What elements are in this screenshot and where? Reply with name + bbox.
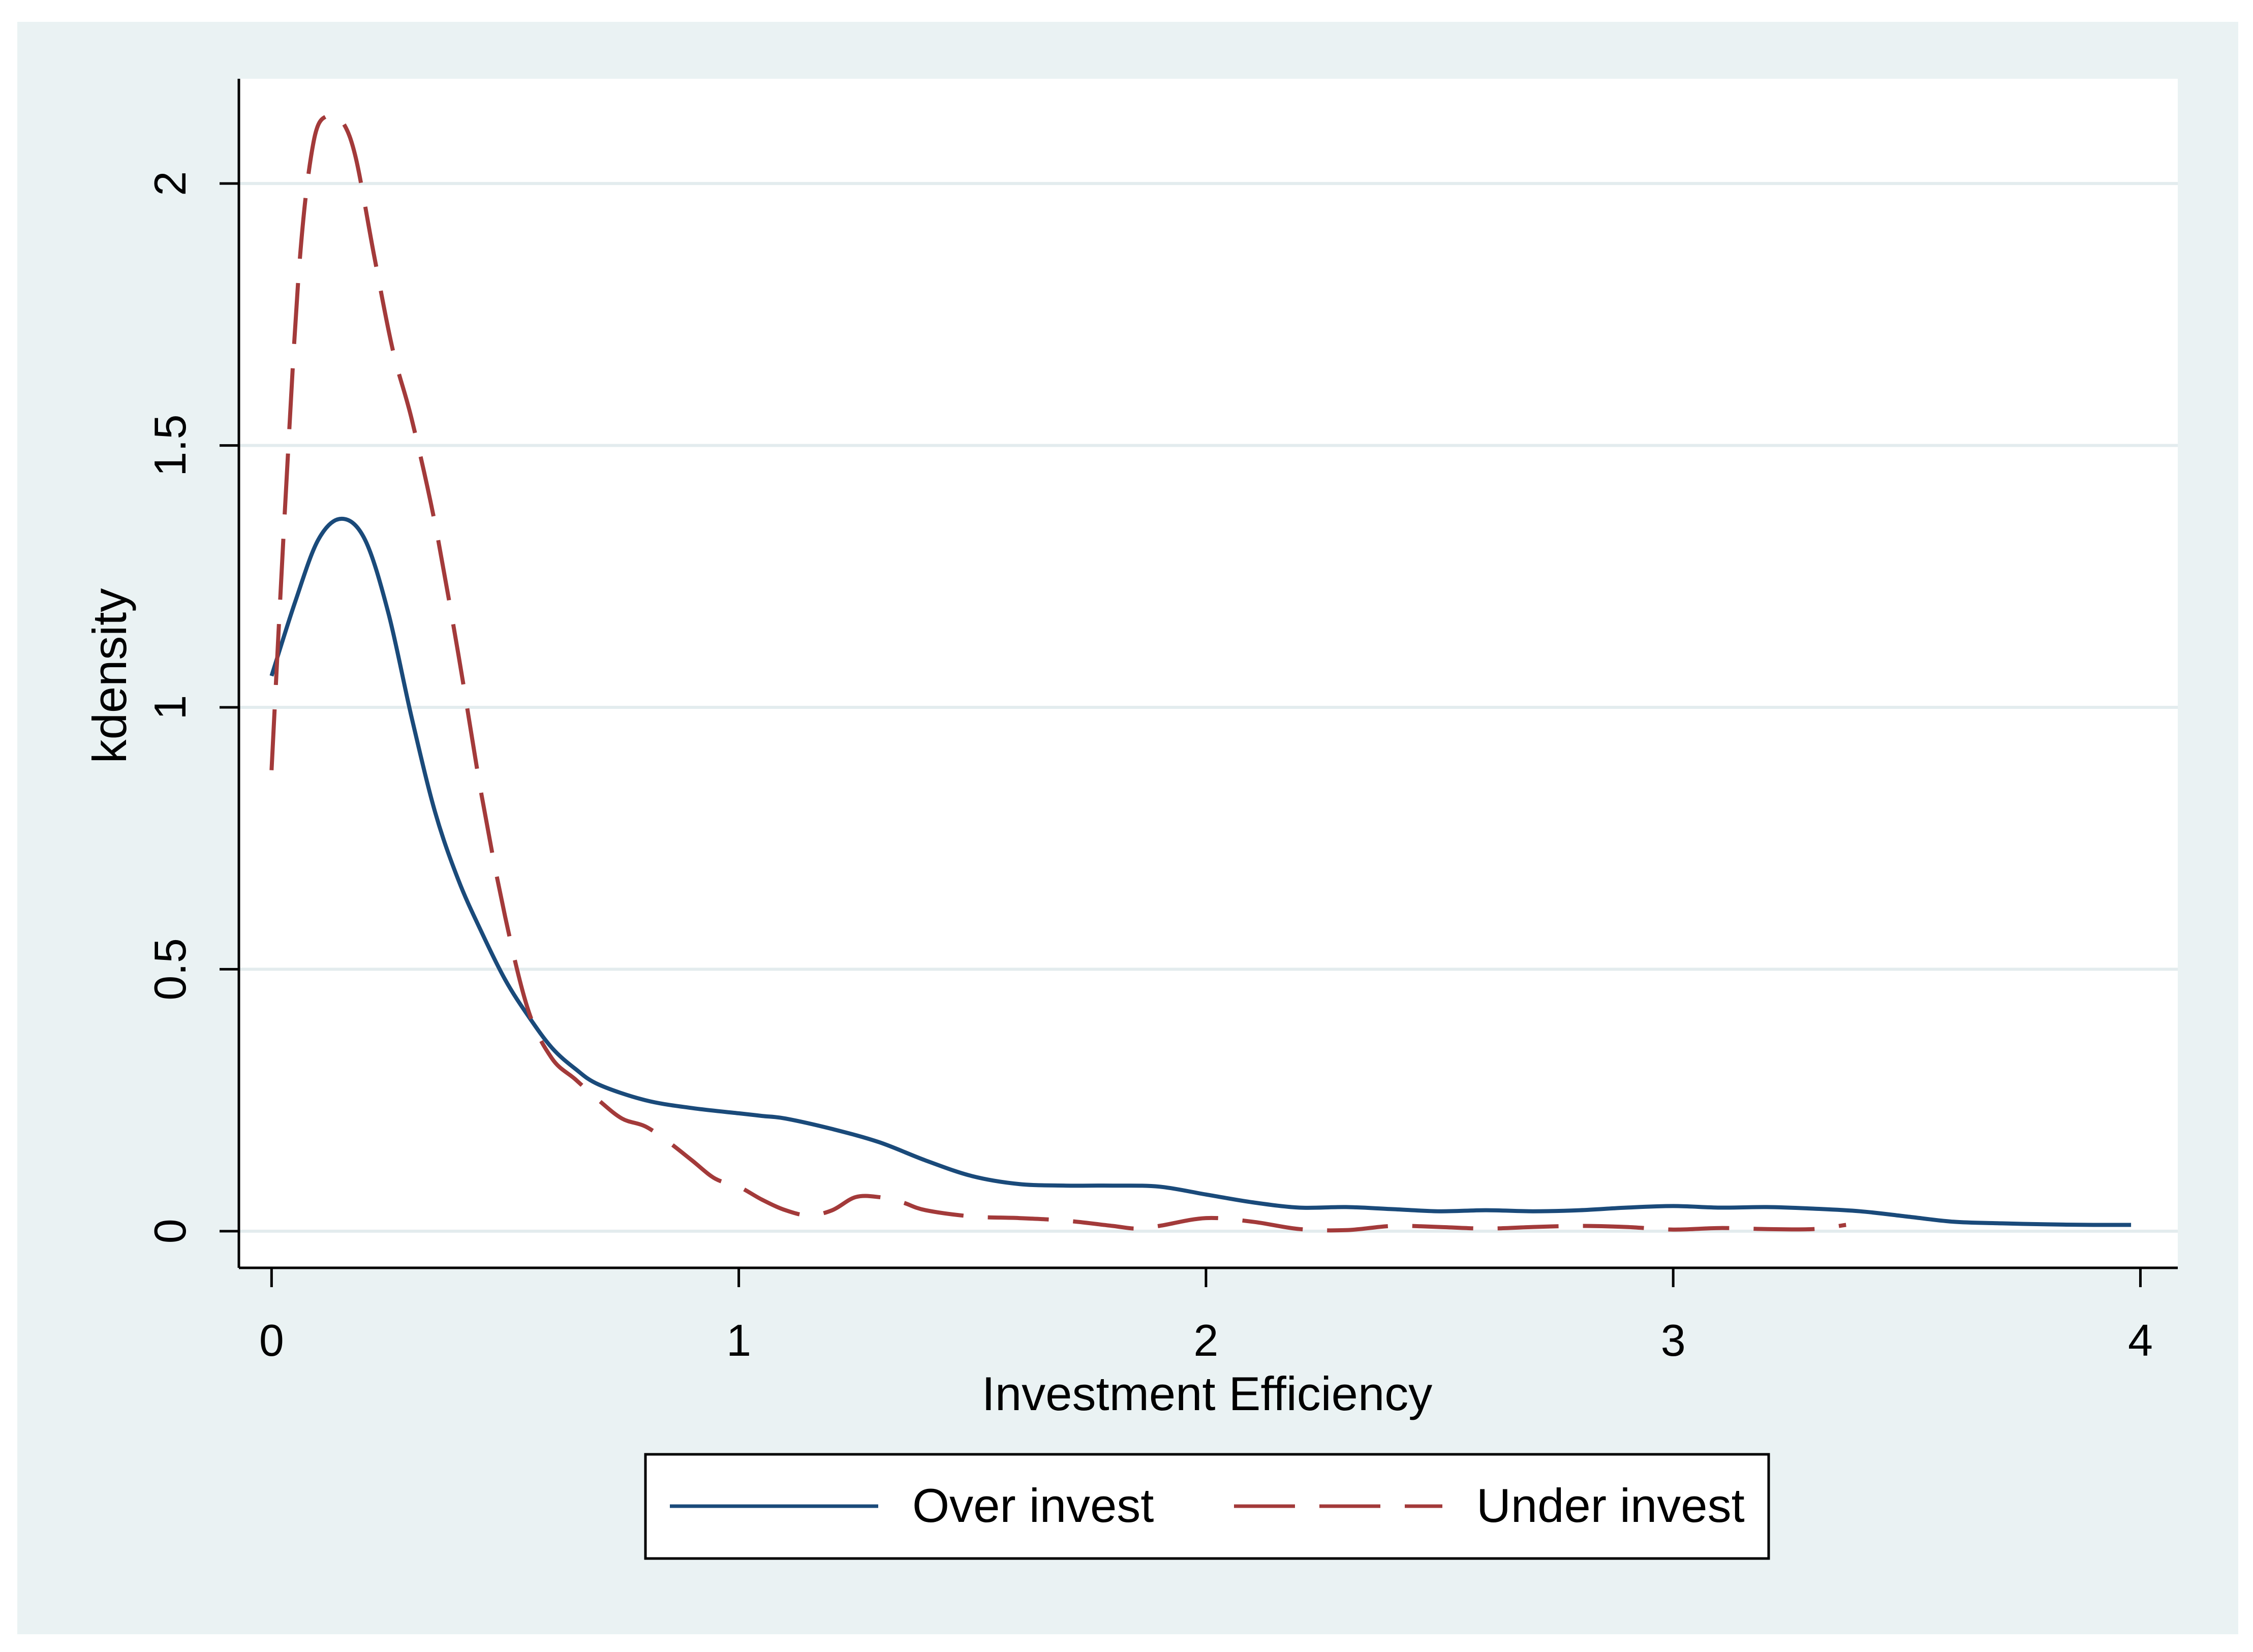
tick-labels: 0 1 2 3 4 0 0.5 1 1.5 2 <box>145 171 2153 1365</box>
x-tick-label-3: 3 <box>1661 1315 1686 1365</box>
x-tick-label-2: 2 <box>1193 1315 1218 1365</box>
grid-lines <box>239 182 2178 1233</box>
x-tick-label-4: 4 <box>2128 1315 2153 1365</box>
legend: Over invest Under invest <box>644 1453 1770 1560</box>
x-tick-label-1: 1 <box>726 1315 751 1365</box>
y-tick-label-2: 1 <box>145 695 195 720</box>
series-line-under-invest <box>269 111 1846 1233</box>
legend-label-over-invest: Over invest <box>912 1479 1154 1532</box>
plot-area <box>239 79 2178 1268</box>
y-axis-title: kdensity <box>83 588 136 764</box>
y-tick-label-4: 2 <box>145 171 195 196</box>
axes-group <box>220 79 2178 1287</box>
y-tick-label-3: 1.5 <box>145 414 195 476</box>
x-tick-label-0: 0 <box>259 1315 284 1365</box>
series-line-over-invest <box>269 516 2132 1227</box>
y-tick-label-0: 0 <box>145 1219 195 1243</box>
y-tick-label-1: 0.5 <box>145 938 195 1000</box>
x-axis-title: Investment Efficiency <box>982 1367 1432 1420</box>
legend-label-under-invest: Under invest <box>1476 1479 1745 1532</box>
series-group <box>269 111 2132 1233</box>
